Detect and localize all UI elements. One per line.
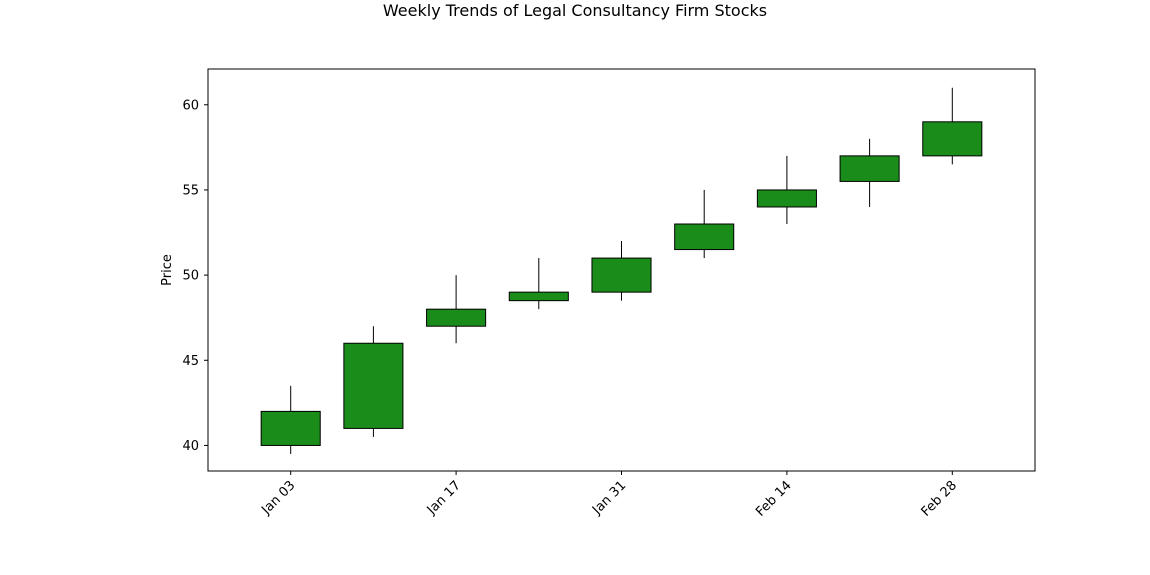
candle-body <box>260 410 321 446</box>
x-tick-label: Feb 28 <box>919 478 961 520</box>
candle-body <box>756 189 817 208</box>
candle <box>674 189 735 259</box>
x-tick-label: Jan 03 <box>258 478 298 518</box>
y-tick-label: 40 <box>182 439 199 454</box>
candle <box>508 258 569 310</box>
y-tick-label: 45 <box>182 354 199 369</box>
candle <box>426 275 487 344</box>
candle <box>343 326 404 437</box>
x-tick-label: Jan 31 <box>589 478 629 518</box>
candle <box>922 87 983 165</box>
candle-body <box>508 291 569 302</box>
x-tick-label: Feb 14 <box>753 478 795 520</box>
x-axis: Jan 03 Jan 17 Jan 31 Feb 14 Feb 28 <box>258 471 960 520</box>
candle <box>756 155 817 225</box>
candle-body <box>426 308 487 327</box>
y-axis: 40 45 50 55 60 <box>182 98 208 454</box>
x-tick-label: Jan 17 <box>424 478 464 518</box>
y-axis-label: Price <box>160 254 175 286</box>
candle <box>260 385 321 454</box>
candle <box>839 138 900 207</box>
chart-title: Weekly Trends of Legal Consultancy Firm … <box>383 1 767 20</box>
candle <box>591 241 652 301</box>
candle-body <box>674 223 735 251</box>
y-tick-label: 55 <box>182 183 199 198</box>
candle-body <box>591 257 652 293</box>
y-tick-label: 50 <box>182 269 199 284</box>
candle-body <box>839 155 900 182</box>
candles-group <box>260 87 983 454</box>
candle-body <box>343 342 404 429</box>
y-tick-label: 60 <box>182 98 199 113</box>
candle-body <box>922 121 983 157</box>
